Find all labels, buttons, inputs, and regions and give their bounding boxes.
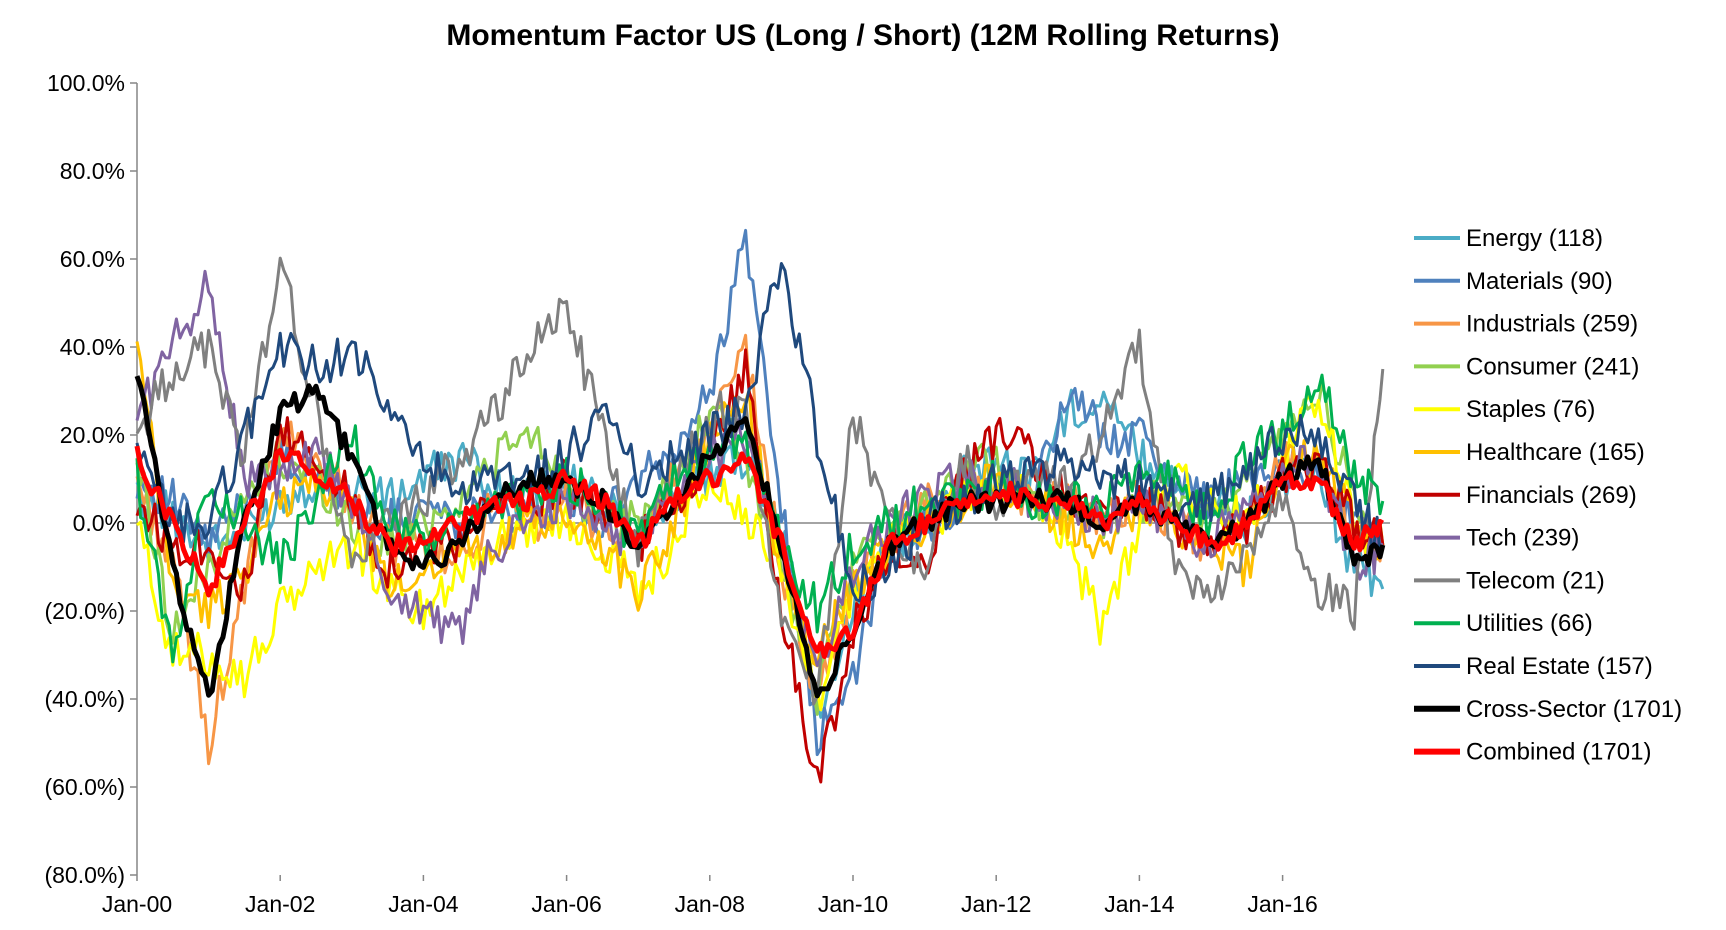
legend: Energy (118) Materials (90) Industrials (2…: [1414, 225, 1682, 766]
legend-label: Utilities (66): [1466, 610, 1593, 637]
x-tick-label: Jan-04: [388, 891, 459, 917]
legend-label: Financials (269): [1466, 482, 1637, 509]
y-tick-label: 60.0%: [60, 246, 125, 272]
series-line-combined: [134, 445, 1385, 659]
y-tick-label: 20.0%: [60, 422, 125, 448]
x-tick-label: Jan-10: [818, 891, 888, 917]
series-lines: [134, 228, 1386, 784]
legend-label: Energy (118): [1466, 225, 1603, 252]
x-tick-label: Jan-06: [531, 891, 601, 917]
legend-label: Telecom (21): [1466, 567, 1605, 594]
axes: 100.0% 80.0% 60.0% 40.0% 20.0% 0.0% (20.0%) (40…: [44, 70, 1390, 917]
legend-label: Real Estate (157): [1466, 653, 1653, 680]
y-tick-label: (40.0%): [44, 686, 125, 712]
y-tick-label: 40.0%: [60, 334, 125, 360]
legend-label: Tech (239): [1466, 525, 1579, 552]
legend-label: Consumer (241): [1466, 353, 1639, 380]
x-tick-label: Jan-16: [1247, 891, 1317, 917]
series-line-consumer: [135, 381, 1385, 716]
x-tick-label: Jan-08: [675, 891, 745, 917]
legend-label: Materials (90): [1466, 268, 1613, 295]
x-tick-label: Jan-02: [245, 891, 315, 917]
y-tick-label: 100.0%: [47, 70, 125, 96]
y-tick-label: 0.0%: [73, 510, 125, 536]
y-tick-label: 80.0%: [60, 158, 125, 184]
legend-label: Healthcare (165): [1466, 439, 1645, 466]
legend-label: Cross-Sector (1701): [1466, 696, 1682, 723]
x-tick-label: Jan-12: [961, 891, 1031, 917]
series-line-telecom: [135, 256, 1385, 706]
series-line-real-estate: [135, 262, 1385, 603]
y-tick-label: (60.0%): [44, 774, 125, 800]
legend-label: Combined (1701): [1466, 739, 1651, 766]
legend-label: Industrials (259): [1466, 311, 1638, 338]
series-line-financials: [135, 348, 1385, 784]
series-line-staples: [136, 393, 1385, 712]
y-tick-label: (20.0%): [44, 598, 125, 624]
y-tick-label: (80.0%): [44, 862, 125, 888]
legend-label: Staples (76): [1466, 396, 1595, 423]
chart-title: Momentum Factor US (Long / Short) (12M R…: [446, 19, 1279, 52]
x-tick-label: Jan-00: [102, 891, 172, 917]
x-tick-label: Jan-14: [1104, 891, 1175, 917]
